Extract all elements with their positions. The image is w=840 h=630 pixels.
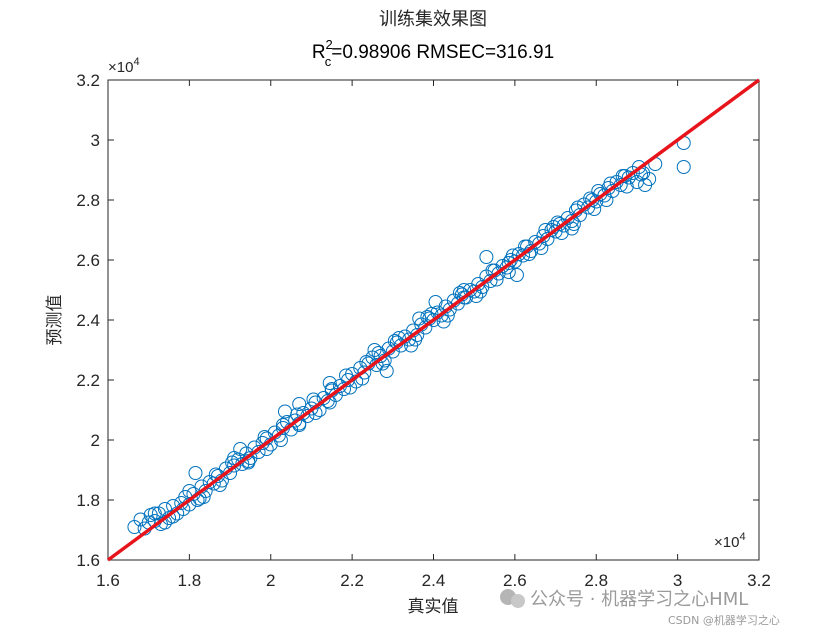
x-tick-label: 3 bbox=[673, 571, 682, 590]
subtitle-r-subscript: c bbox=[325, 54, 332, 69]
x-axis-label: 真实值 bbox=[408, 597, 459, 617]
y-tick-label: 1.6 bbox=[76, 551, 100, 570]
data-point bbox=[277, 404, 292, 419]
y-tick-label: 3 bbox=[91, 131, 100, 150]
fit-line bbox=[106, 78, 761, 562]
subtitle-r-superscript: 2 bbox=[326, 37, 333, 52]
y-axis-exponent: ×104 bbox=[108, 56, 140, 76]
data-point bbox=[379, 364, 394, 378]
x-tick-label: 3.2 bbox=[747, 571, 771, 590]
x-exponent-power: 4 bbox=[739, 531, 745, 543]
wechat-icon bbox=[500, 589, 525, 608]
y-tick-label: 2.4 bbox=[76, 311, 100, 330]
x-tick-label: 1.8 bbox=[178, 571, 202, 590]
x-tick-label: 2.6 bbox=[503, 571, 527, 590]
data-point bbox=[306, 392, 321, 407]
x-tick-label: 1.6 bbox=[96, 571, 120, 590]
data-point bbox=[288, 413, 303, 428]
data-point bbox=[412, 311, 427, 326]
data-point bbox=[133, 512, 148, 527]
y-tick-label: 2.6 bbox=[76, 251, 100, 270]
data-point bbox=[516, 248, 531, 263]
data-point bbox=[426, 313, 441, 327]
x-exponent-base: ×10 bbox=[714, 534, 739, 551]
y-exponent-base: ×10 bbox=[108, 59, 133, 76]
data-point bbox=[556, 218, 571, 233]
x-axis-exponent: ×104 bbox=[714, 531, 746, 551]
data-point bbox=[188, 466, 203, 480]
y-tick-label: 2 bbox=[91, 431, 100, 450]
data-point bbox=[233, 442, 248, 456]
y-tick-label: 2.2 bbox=[76, 371, 100, 390]
wechat-watermark-text: 公众号 · 机器学习之心HML bbox=[530, 589, 748, 610]
csdn-watermark: CSDN @机器学习之心 bbox=[668, 613, 780, 627]
data-point bbox=[619, 179, 634, 194]
x-tick-label: 2.2 bbox=[340, 571, 364, 590]
data-point bbox=[402, 332, 417, 347]
data-point bbox=[676, 160, 691, 174]
x-tick-label: 2 bbox=[266, 571, 275, 590]
data-point bbox=[509, 268, 524, 282]
y-tick-label: 1.8 bbox=[76, 491, 100, 510]
x-tick-label: 2.8 bbox=[584, 571, 608, 590]
subtitle-r: R bbox=[312, 42, 326, 63]
subtitle-metrics: =0.98906 RMSEC=316.91 bbox=[331, 42, 554, 63]
chart-subtitle: R2 c=0.98906 RMSEC=316.91 bbox=[312, 37, 554, 69]
data-point bbox=[357, 365, 372, 380]
data-point bbox=[428, 295, 443, 309]
wechat-watermark: 公众号 · 机器学习之心HML bbox=[500, 589, 748, 610]
y-tick-label: 3.2 bbox=[76, 71, 100, 90]
y-axis-label: 预测值 bbox=[45, 295, 65, 346]
y-exponent-power: 4 bbox=[133, 56, 139, 68]
data-point bbox=[147, 506, 162, 521]
data-point bbox=[479, 250, 494, 264]
data-point bbox=[292, 397, 307, 411]
data-point bbox=[457, 290, 472, 305]
y-axis-ticks: 1.6 1.8 2 2.2 2.4 2.6 2.8 3 3.2 bbox=[76, 71, 759, 570]
x-axis-ticks: 1.6 1.8 2 2.2 2.4 2.6 2.8 3 3.2 bbox=[96, 80, 771, 590]
chart-title: 训练集效果图 bbox=[379, 9, 487, 30]
x-tick-label: 2.4 bbox=[422, 571, 446, 590]
data-point bbox=[182, 484, 197, 498]
data-point bbox=[367, 343, 382, 357]
data-point bbox=[322, 376, 337, 390]
data-point bbox=[501, 256, 516, 270]
data-point bbox=[206, 476, 221, 491]
y-tick-label: 2.8 bbox=[76, 191, 100, 210]
data-point bbox=[564, 221, 579, 236]
